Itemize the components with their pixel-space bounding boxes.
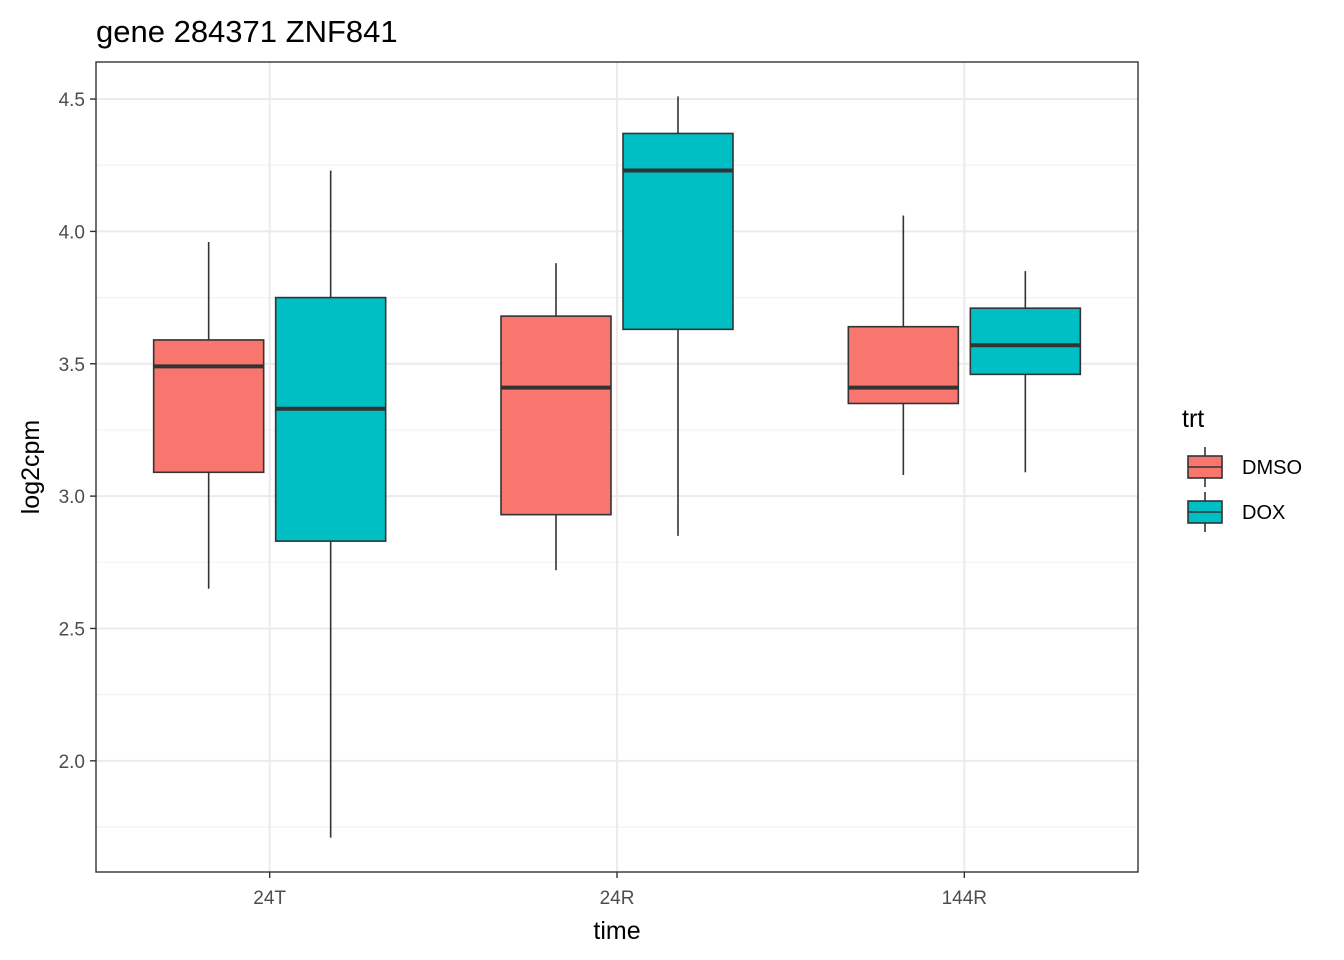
legend-title: trt bbox=[1182, 405, 1204, 433]
box-iqr bbox=[152, 339, 265, 474]
x-tick-label: 24T bbox=[253, 888, 286, 909]
y-tick-label: 4.0 bbox=[59, 222, 85, 243]
chart-title: gene 284371 ZNF841 bbox=[96, 14, 398, 49]
box-iqr bbox=[969, 307, 1082, 376]
box-dmso-144r bbox=[847, 215, 960, 475]
y-tick-label: 4.5 bbox=[59, 90, 85, 111]
y-tick-label: 3.0 bbox=[59, 487, 85, 508]
y-tick-label: 3.5 bbox=[59, 355, 85, 376]
box-iqr bbox=[622, 132, 734, 331]
box-dox-24r bbox=[622, 96, 734, 536]
x-axis-ticks: 24T 24R 144R bbox=[253, 872, 987, 909]
legend-label: DMSO bbox=[1242, 457, 1302, 479]
y-axis-title: log2cpm bbox=[17, 420, 45, 515]
legend: trt DMSO DOX bbox=[1182, 405, 1302, 532]
box-dox-144r bbox=[969, 271, 1082, 473]
box-dmso-24t bbox=[152, 242, 265, 589]
legend-label: DOX bbox=[1242, 502, 1285, 524]
x-axis-title: time bbox=[593, 917, 640, 945]
y-tick-label: 2.5 bbox=[59, 619, 85, 640]
x-tick-label: 144R bbox=[942, 888, 987, 909]
box-dmso-24r bbox=[500, 263, 612, 571]
y-tick-label: 2.0 bbox=[59, 752, 85, 773]
boxplots bbox=[152, 96, 1082, 838]
y-axis-ticks: 2.0 2.5 3.0 3.5 4.0 4.5 bbox=[59, 90, 96, 773]
gridlines bbox=[96, 62, 1138, 872]
legend-keys: DMSO DOX bbox=[1187, 447, 1302, 532]
box-iqr bbox=[274, 296, 387, 542]
box-iqr bbox=[847, 325, 960, 405]
legend-item-dox: DOX bbox=[1187, 492, 1285, 532]
box-dox-24t bbox=[274, 170, 387, 838]
box-iqr bbox=[500, 315, 612, 516]
legend-item-dmso: DMSO bbox=[1187, 447, 1302, 487]
x-tick-label: 24R bbox=[600, 888, 635, 909]
